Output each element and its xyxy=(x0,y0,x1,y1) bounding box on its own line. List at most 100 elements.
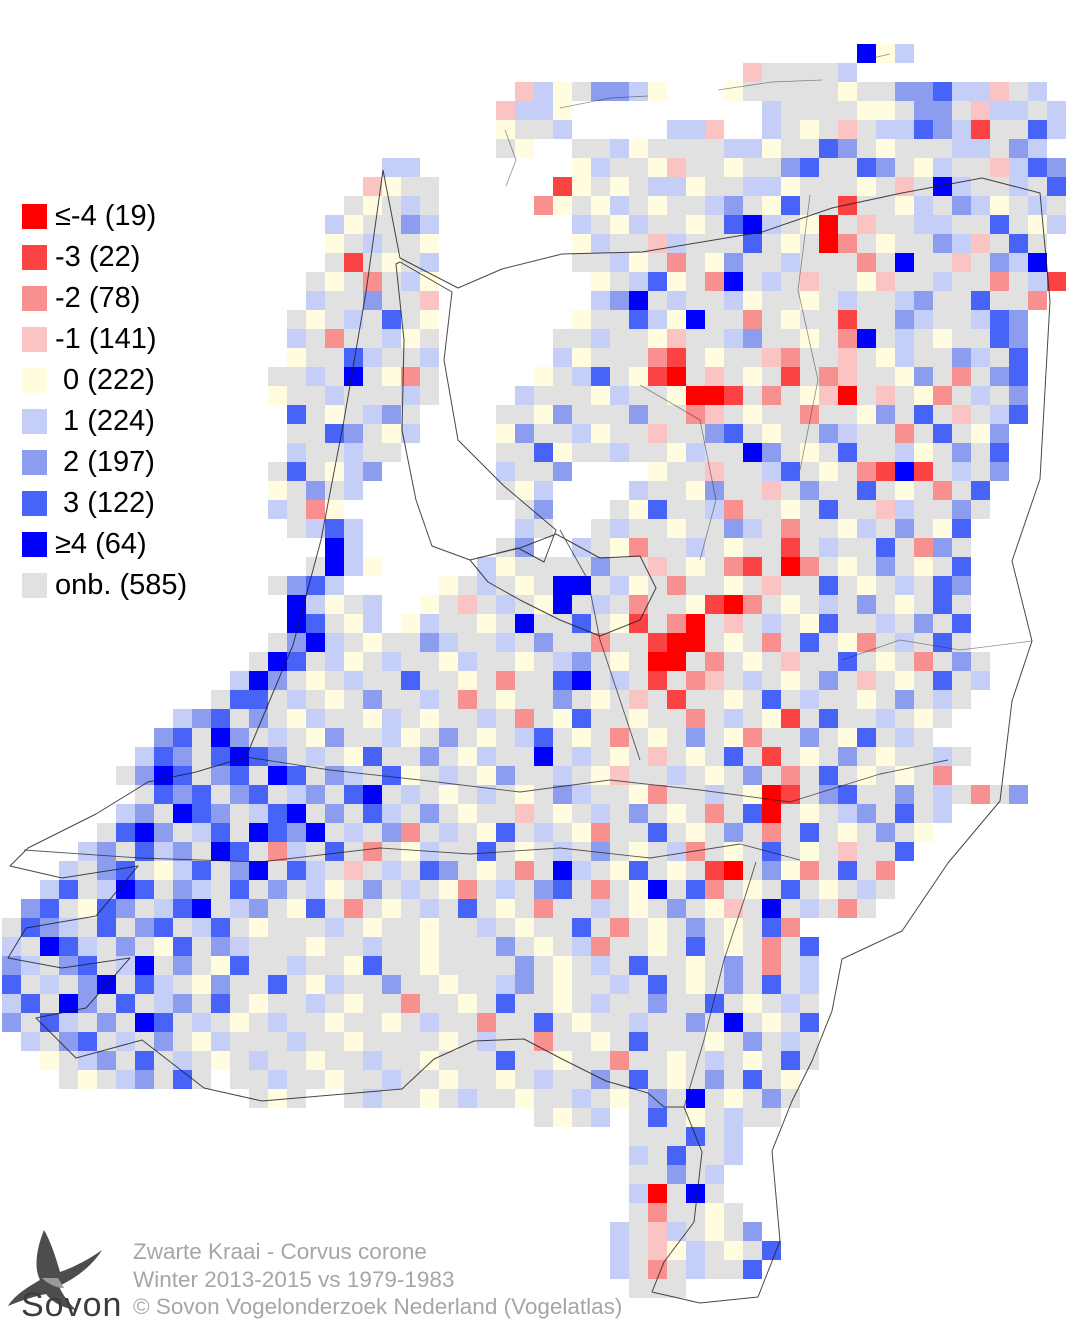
grid-cell xyxy=(971,101,990,120)
grid-cell xyxy=(154,1070,173,1089)
grid-cell xyxy=(154,728,173,747)
grid-cell xyxy=(154,747,173,766)
grid-cell xyxy=(724,709,743,728)
grid-cell xyxy=(572,918,591,937)
grid-cell xyxy=(629,177,648,196)
grid-cell xyxy=(629,291,648,310)
grid-cell xyxy=(648,766,667,785)
grid-cell xyxy=(781,196,800,215)
grid-cell xyxy=(914,690,933,709)
grid-cell xyxy=(420,994,439,1013)
grid-cell xyxy=(629,975,648,994)
grid-cell xyxy=(553,443,572,462)
grid-cell xyxy=(363,272,382,291)
grid-cell xyxy=(876,671,895,690)
grid-cell xyxy=(895,196,914,215)
grid-cell xyxy=(173,804,192,823)
grid-cell xyxy=(477,918,496,937)
grid-cell xyxy=(667,728,686,747)
grid-cell xyxy=(895,462,914,481)
legend-swatch xyxy=(22,450,47,475)
grid-cell xyxy=(648,652,667,671)
grid-cell xyxy=(591,310,610,329)
grid-cell xyxy=(933,253,952,272)
grid-cell xyxy=(325,519,344,538)
legend-label: 2 (197) xyxy=(55,446,155,478)
grid-cell xyxy=(819,671,838,690)
grid-cell xyxy=(819,234,838,253)
grid-cell xyxy=(724,139,743,158)
grid-cell xyxy=(420,766,439,785)
grid-cell xyxy=(173,861,192,880)
grid-cell xyxy=(211,747,230,766)
grid-cell xyxy=(401,728,420,747)
grid-cell xyxy=(990,367,1009,386)
grid-cell xyxy=(933,785,952,804)
grid-cell xyxy=(990,158,1009,177)
grid-cell xyxy=(629,1241,648,1260)
grid-cell xyxy=(458,1051,477,1070)
grid-cell xyxy=(838,82,857,101)
grid-cell xyxy=(135,937,154,956)
grid-cell xyxy=(325,804,344,823)
grid-cell xyxy=(705,405,724,424)
grid-cell xyxy=(724,405,743,424)
grid-cell xyxy=(933,595,952,614)
grid-cell xyxy=(515,424,534,443)
grid-cell xyxy=(572,956,591,975)
grid-cell xyxy=(762,177,781,196)
grid-cell xyxy=(287,728,306,747)
grid-cell xyxy=(325,348,344,367)
grid-cell xyxy=(686,1260,705,1279)
grid-cell xyxy=(287,443,306,462)
grid-cell xyxy=(230,994,249,1013)
grid-cell xyxy=(610,633,629,652)
grid-cell xyxy=(268,500,287,519)
grid-cell xyxy=(458,652,477,671)
grid-cell xyxy=(686,709,705,728)
grid-cell xyxy=(458,804,477,823)
grid-cell xyxy=(705,253,724,272)
grid-cell xyxy=(781,405,800,424)
grid-cell xyxy=(724,1146,743,1165)
grid-cell xyxy=(116,956,135,975)
grid-cell xyxy=(401,196,420,215)
grid-cell xyxy=(895,405,914,424)
grid-cell xyxy=(762,652,781,671)
grid-cell xyxy=(363,1013,382,1032)
grid-cell xyxy=(914,500,933,519)
grid-cell xyxy=(21,918,40,937)
grid-cell xyxy=(534,386,553,405)
grid-cell xyxy=(686,1108,705,1127)
grid-cell xyxy=(800,424,819,443)
grid-cell xyxy=(610,158,629,177)
grid-cell xyxy=(268,804,287,823)
grid-cell xyxy=(705,918,724,937)
grid-cell xyxy=(743,443,762,462)
grid-cell xyxy=(401,1089,420,1108)
grid-cell xyxy=(78,1070,97,1089)
grid-cell xyxy=(629,1165,648,1184)
grid-cell xyxy=(838,367,857,386)
grid-cell xyxy=(857,101,876,120)
grid-cell xyxy=(230,899,249,918)
grid-cell xyxy=(914,405,933,424)
grid-cell xyxy=(781,443,800,462)
grid-cell xyxy=(857,595,876,614)
grid-cell xyxy=(287,348,306,367)
grid-cell xyxy=(401,1032,420,1051)
grid-cell xyxy=(800,1013,819,1032)
grid-cell xyxy=(933,82,952,101)
grid-cell xyxy=(306,348,325,367)
grid-cell xyxy=(686,538,705,557)
grid-cell xyxy=(306,595,325,614)
grid-cell xyxy=(363,1032,382,1051)
grid-cell xyxy=(686,861,705,880)
grid-cell xyxy=(952,519,971,538)
grid-cell xyxy=(857,196,876,215)
grid-cell xyxy=(249,823,268,842)
grid-cell xyxy=(515,975,534,994)
grid-cell xyxy=(1028,158,1047,177)
grid-cell xyxy=(591,234,610,253)
grid-cell xyxy=(857,633,876,652)
